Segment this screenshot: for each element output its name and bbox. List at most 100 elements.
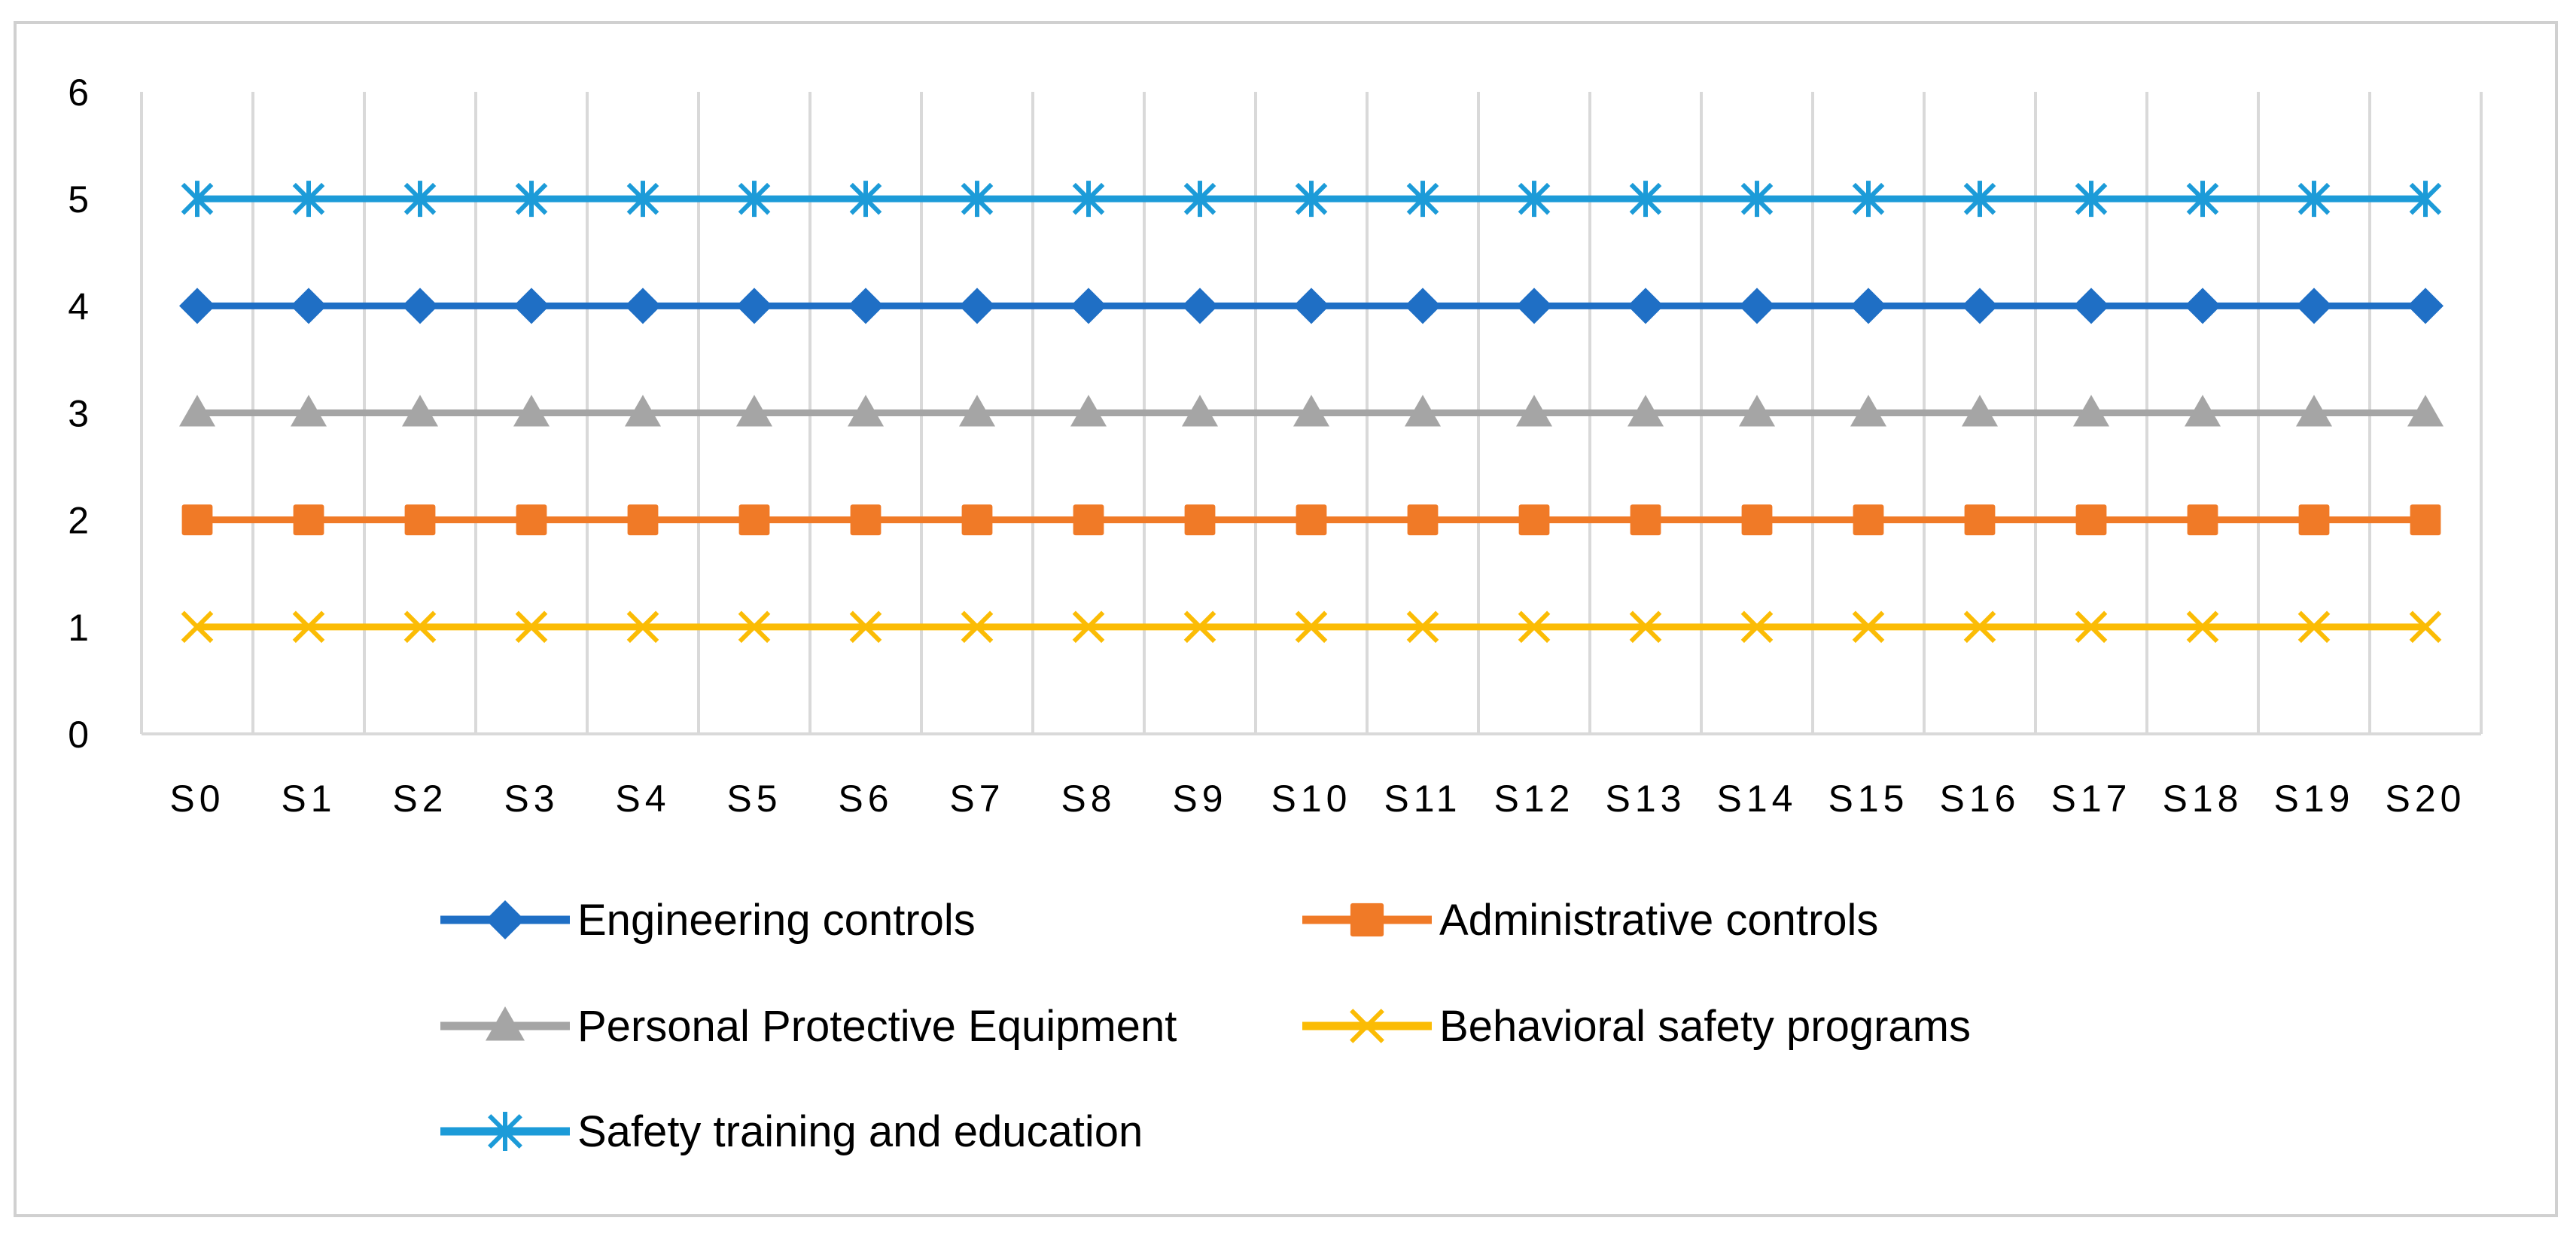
data-point xyxy=(2073,394,2109,427)
data-point xyxy=(1516,394,1552,427)
data-point xyxy=(291,394,327,427)
data-point xyxy=(2296,288,2332,324)
data-point xyxy=(513,394,550,427)
data-point xyxy=(1183,181,1216,218)
data-point xyxy=(2407,394,2444,427)
data-point xyxy=(1963,181,1996,218)
x-marker-stroke xyxy=(2075,610,2108,644)
x-marker-stroke xyxy=(403,610,437,644)
data-point xyxy=(1739,288,1775,324)
data-point xyxy=(961,610,994,644)
x-tick-label: S13 xyxy=(1606,778,1686,820)
data-point xyxy=(181,610,214,644)
data-point xyxy=(291,288,327,324)
x-tick-label: S7 xyxy=(949,778,1004,820)
y-tick-label: 6 xyxy=(68,72,89,114)
data-point xyxy=(2298,504,2330,536)
series-personal-protective-equipment xyxy=(179,394,2444,427)
data-point xyxy=(736,288,772,324)
data-point xyxy=(2075,504,2107,536)
x-tick-label: S5 xyxy=(726,778,781,820)
data-point xyxy=(961,504,993,536)
data-point xyxy=(1070,394,1107,427)
data-point xyxy=(2409,610,2442,644)
data-point xyxy=(849,610,882,644)
series-behavioral-safety-programs xyxy=(181,610,2442,644)
x-tick-label: S8 xyxy=(1061,778,1116,820)
x-marker-stroke xyxy=(2186,610,2219,644)
data-point xyxy=(513,288,550,324)
y-tick-label: 1 xyxy=(68,607,89,649)
data-point xyxy=(1962,394,1998,427)
x-tick-label: S6 xyxy=(838,778,893,820)
series-engineering-controls xyxy=(179,288,2444,324)
series-layer xyxy=(179,181,2444,644)
data-point xyxy=(179,288,215,324)
data-point xyxy=(1405,394,1441,427)
data-point xyxy=(1295,181,1328,218)
legend-item: Administrative controls xyxy=(1302,896,1878,945)
y-axis-ticks: 0 1 2 3 4 5 6 xyxy=(68,72,89,756)
data-point xyxy=(2185,288,2221,324)
data-point xyxy=(1183,610,1216,644)
x-axis-ticks: S0 S1 S2 S3 S4 S5 S6 S7 S8 S9 S10 S11 S12 S13 S14 S15 S1… xyxy=(169,778,2461,820)
data-point xyxy=(627,504,659,536)
data-point xyxy=(1740,181,1774,218)
data-point xyxy=(2185,394,2221,427)
x-tick-label: S12 xyxy=(1494,778,1575,820)
data-point xyxy=(292,610,325,644)
x-marker-stroke xyxy=(1406,610,1439,644)
x-tick-label: S0 xyxy=(169,778,224,820)
data-point xyxy=(1296,504,1327,536)
series-safety-training-and-education xyxy=(181,181,2442,218)
data-point xyxy=(2073,288,2109,324)
x-marker-stroke xyxy=(292,610,325,644)
data-point xyxy=(738,610,771,644)
data-point xyxy=(1629,610,1662,644)
data-point xyxy=(625,394,661,427)
legend: Engineering controls Administrative contr… xyxy=(440,896,1971,1156)
data-point xyxy=(1293,394,1329,427)
data-point xyxy=(516,504,547,536)
data-point xyxy=(1852,610,1885,644)
data-point xyxy=(1518,504,1550,536)
legend-item: Engineering controls xyxy=(440,896,976,945)
triangle-marker xyxy=(486,1006,525,1041)
data-point xyxy=(1963,610,1996,644)
legend-label: Behavioral safety programs xyxy=(1439,1002,1971,1051)
data-point xyxy=(403,610,437,644)
x-tick-label: S3 xyxy=(504,778,559,820)
x-tick-label: S14 xyxy=(1717,778,1798,820)
data-point xyxy=(2186,181,2219,218)
data-point xyxy=(293,504,324,536)
x-tick-label: S19 xyxy=(2274,778,2355,820)
data-point xyxy=(181,181,214,218)
data-point xyxy=(1293,288,1329,324)
data-point xyxy=(736,394,772,427)
data-point xyxy=(402,288,438,324)
data-point xyxy=(1629,181,1662,218)
data-point xyxy=(959,288,995,324)
legend-item: Personal Protective Equipment xyxy=(440,1002,1177,1051)
legend-item: Behavioral safety programs xyxy=(1302,1002,1971,1051)
legend-item: Safety training and education xyxy=(440,1107,1143,1156)
data-point xyxy=(2297,610,2331,644)
data-point xyxy=(1184,504,1216,536)
data-point xyxy=(1072,181,1105,218)
data-point xyxy=(1628,394,1664,427)
x-marker-stroke xyxy=(1295,610,1328,644)
x-marker-stroke xyxy=(738,610,771,644)
data-point xyxy=(1407,504,1439,536)
data-point xyxy=(404,504,436,536)
data-point xyxy=(1518,610,1551,644)
data-point xyxy=(1295,610,1328,644)
data-point xyxy=(1406,181,1439,218)
data-point xyxy=(849,181,882,218)
data-point xyxy=(738,504,770,536)
data-point xyxy=(625,288,661,324)
data-point xyxy=(179,394,215,427)
x-marker-stroke xyxy=(1350,1009,1384,1043)
data-point xyxy=(961,181,994,218)
y-tick-label: 2 xyxy=(68,500,89,542)
